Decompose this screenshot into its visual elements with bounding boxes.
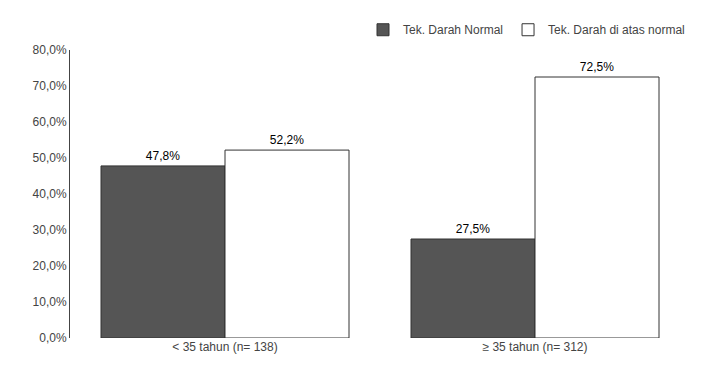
svg-text:≥ 35 tahun (n= 312): ≥ 35 tahun (n= 312) (483, 340, 588, 354)
svg-text:Tek. Darah di atas normal: Tek. Darah di atas normal (548, 23, 685, 37)
svg-text:20,0%: 20,0% (33, 259, 67, 273)
svg-text:27,5%: 27,5% (456, 222, 490, 236)
svg-text:60,0%: 60,0% (33, 115, 67, 129)
svg-text:50,0%: 50,0% (33, 151, 67, 165)
svg-text:72,5%: 72,5% (580, 60, 614, 74)
svg-text:52,2%: 52,2% (270, 133, 304, 147)
svg-text:40,0%: 40,0% (33, 187, 67, 201)
svg-text:47,8%: 47,8% (146, 149, 180, 163)
svg-text:10,0%: 10,0% (33, 295, 67, 309)
svg-text:0,0%: 0,0% (39, 331, 67, 345)
svg-text:Tek. Darah Normal: Tek. Darah Normal (403, 23, 503, 37)
svg-text:30,0%: 30,0% (33, 223, 67, 237)
svg-text:80,0%: 80,0% (33, 43, 67, 57)
svg-text:< 35 tahun (n= 138): < 35 tahun (n= 138) (172, 340, 277, 354)
svg-text:70,0%: 70,0% (33, 79, 67, 93)
